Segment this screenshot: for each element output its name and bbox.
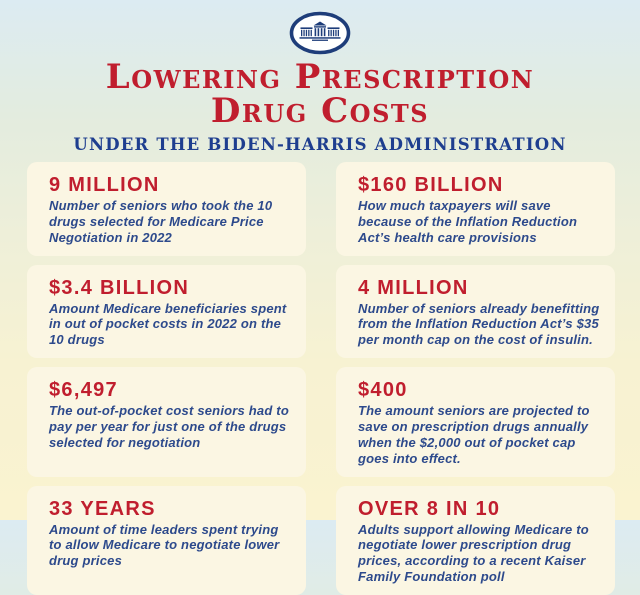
page-title: Lowering Prescription Drug Costs bbox=[0, 60, 640, 128]
stat-description: Amount of time leaders spent trying to a… bbox=[49, 521, 280, 569]
stat-card-out-of-pocket-2022: $3.4 BILLION Amount Medicare beneficiari… bbox=[27, 264, 306, 359]
stat-value: 33 YEARS bbox=[49, 497, 156, 520]
stat-value: $3.4 BILLION bbox=[49, 276, 190, 299]
stat-description: Adults support allowing Medicare to nego… bbox=[358, 521, 589, 585]
page-title-line1: Lowering Prescription bbox=[105, 57, 535, 97]
stat-card-33-years: 33 YEARS Amount of time leaders spent tr… bbox=[27, 485, 306, 595]
stat-card-projected-savings: $400 The amount seniors are projected to… bbox=[336, 367, 615, 477]
stat-value: 4 MILLION bbox=[358, 276, 469, 299]
stats-grid: 9 MILLION Number of seniors who took the… bbox=[0, 154, 640, 595]
stat-card-yearly-drug-cost: $6,497 The out-of-pocket cost seniors ha… bbox=[27, 367, 306, 477]
stat-description: How much taxpayers will save because of … bbox=[358, 198, 578, 245]
stat-description: The out-of-pocket cost seniors had to pa… bbox=[49, 403, 289, 450]
stat-card-insulin-cap: 4 MILLION Number of seniors already bene… bbox=[336, 264, 615, 359]
stat-value: $400 bbox=[358, 379, 408, 402]
stat-value: 9 MILLION bbox=[49, 174, 160, 196]
stat-description: Number of seniors who took the 10 drugs … bbox=[49, 198, 273, 245]
stat-value: $160 BILLION bbox=[358, 174, 504, 196]
stat-description: Amount Medicare beneficiaries spent in o… bbox=[49, 300, 287, 348]
stat-value: $6,497 bbox=[49, 379, 118, 402]
stat-card-poll-support: OVER 8 IN 10 Adults support allowing Med… bbox=[336, 485, 615, 595]
stat-description: The amount seniors are projected to save… bbox=[358, 403, 590, 466]
stat-description: Number of seniors already benefitting fr… bbox=[358, 300, 600, 348]
stat-card-seniors-10-drugs: 9 MILLION Number of seniors who took the… bbox=[27, 162, 306, 256]
page-subtitle: UNDER THE BIDEN-HARRIS ADMINISTRATION bbox=[73, 135, 567, 154]
page-title-line2: Drug Costs bbox=[210, 91, 430, 131]
stat-card-taxpayer-savings: $160 BILLION How much taxpayers will sav… bbox=[336, 162, 615, 256]
stat-value: OVER 8 IN 10 bbox=[358, 497, 501, 520]
white-house-logo-icon bbox=[0, 10, 640, 56]
header: Lowering Prescription Drug Costs UNDER T… bbox=[0, 0, 640, 154]
